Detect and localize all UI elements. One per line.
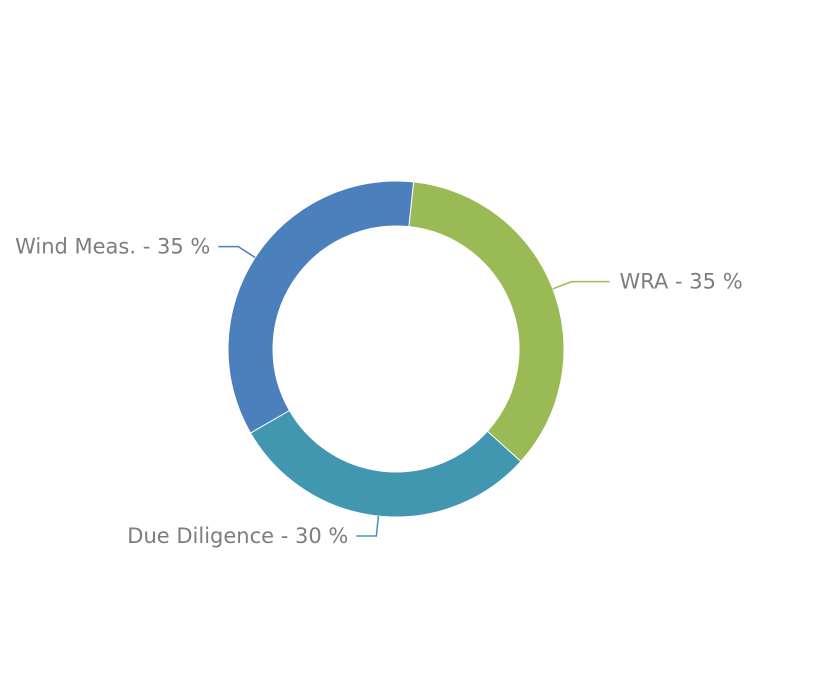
connector-due-diligence <box>356 516 380 537</box>
connector-wra <box>552 280 610 290</box>
connector-wind-meas <box>218 245 256 259</box>
donut-slices <box>227 180 565 518</box>
slice-due-diligence[interactable] <box>249 409 522 518</box>
label-wind-meas: Wind Meas. - 35 % <box>15 235 210 259</box>
slice-labels: WRA - 35 % Due Diligence - 30 % Wind Meas.… <box>15 235 743 548</box>
label-wra: WRA - 35 % <box>620 270 743 294</box>
label-connectors <box>218 245 610 537</box>
slice-wind-meas[interactable] <box>227 180 415 434</box>
slice-wra[interactable] <box>408 181 565 463</box>
label-due-diligence: Due Diligence - 30 % <box>127 524 348 548</box>
